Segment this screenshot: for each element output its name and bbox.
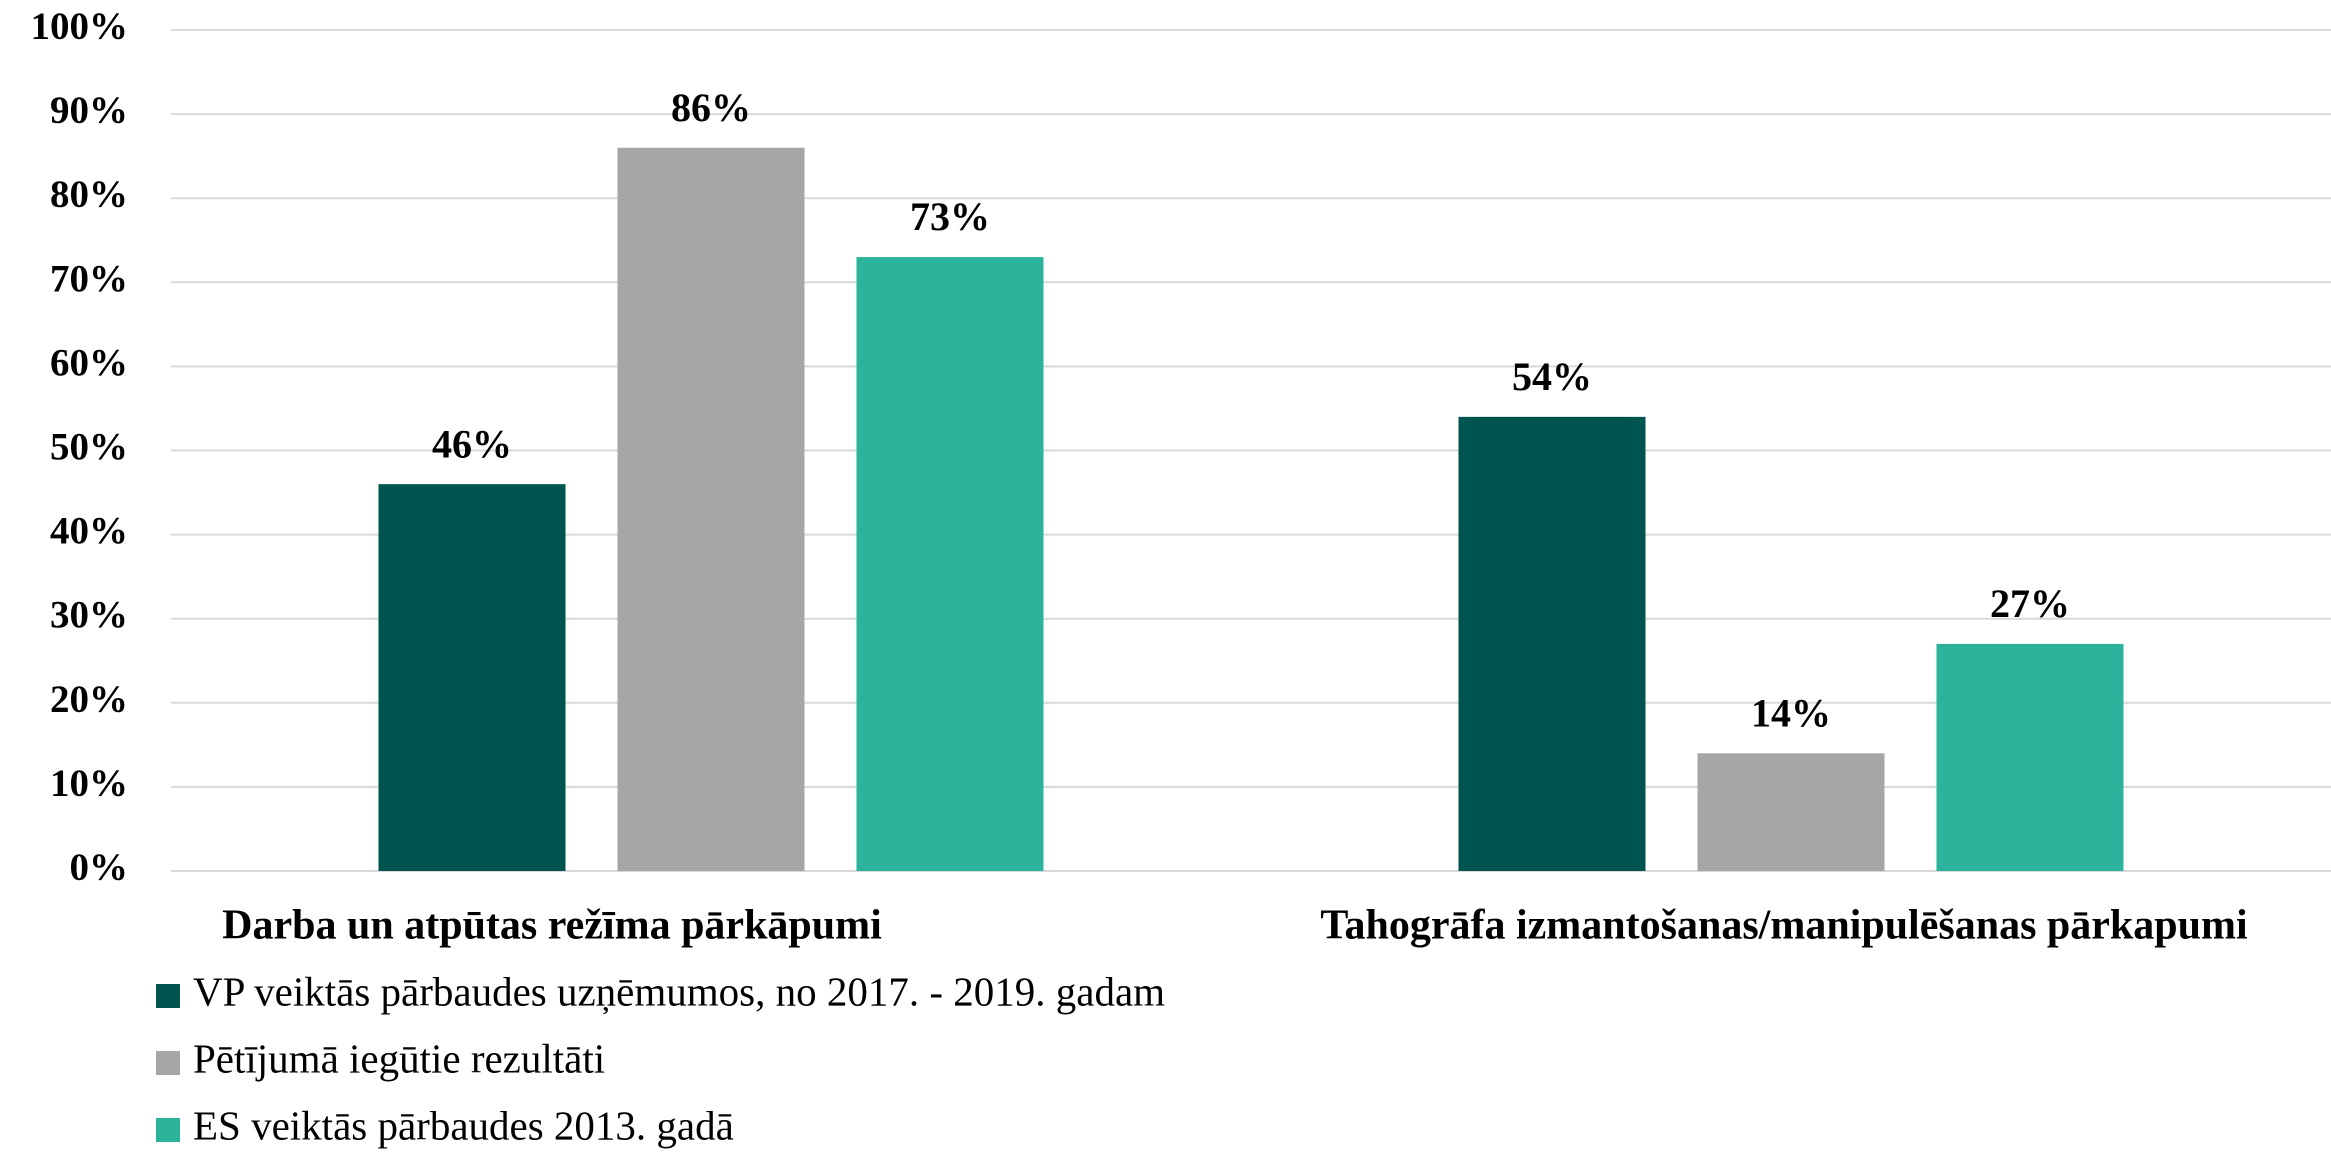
y-tick-label: 0%: [70, 846, 129, 889]
y-tick-label: 80%: [50, 173, 128, 216]
y-tick-label: 90%: [50, 89, 128, 132]
value-label: 86%: [671, 85, 751, 130]
bar: [1936, 643, 2124, 871]
legend-swatch: [156, 1118, 180, 1142]
value-label: 27%: [1990, 581, 2070, 626]
bar: [856, 257, 1044, 871]
legend-label: ES veiktās pārbaudes 2013. gadā: [193, 1102, 734, 1148]
y-tick-label: 10%: [50, 762, 128, 805]
x-tick-label: Darba un atpūtas režīma pārkāpumi: [222, 903, 882, 949]
legend-label: Pētījumā iegūtie rezultāti: [193, 1035, 605, 1081]
y-tick-label: 30%: [50, 594, 128, 637]
y-tick-label: 60%: [50, 341, 128, 384]
value-label: 73%: [910, 194, 990, 239]
bar: [378, 484, 566, 871]
y-tick-label: 50%: [50, 425, 128, 468]
y-tick-label: 20%: [50, 678, 128, 721]
bar: [1697, 753, 1885, 871]
legend-swatch: [156, 1051, 180, 1075]
value-label: 14%: [1751, 690, 1831, 735]
y-tick-label: 40%: [50, 510, 128, 553]
y-tick-label: 70%: [50, 257, 128, 300]
legend-label: VP veiktās pārbaudes uzņēmumos, no 2017.…: [193, 968, 1165, 1014]
x-tick-label: Tahogrāfa izmantošanas/manipulēšanas pār…: [1320, 903, 2248, 949]
y-tick-label: 100%: [31, 5, 129, 48]
bar: [1458, 416, 1646, 871]
bar: [617, 147, 805, 872]
value-label: 46%: [432, 421, 512, 466]
value-label: 54%: [1512, 354, 1592, 399]
legend-swatch: [156, 984, 180, 1008]
